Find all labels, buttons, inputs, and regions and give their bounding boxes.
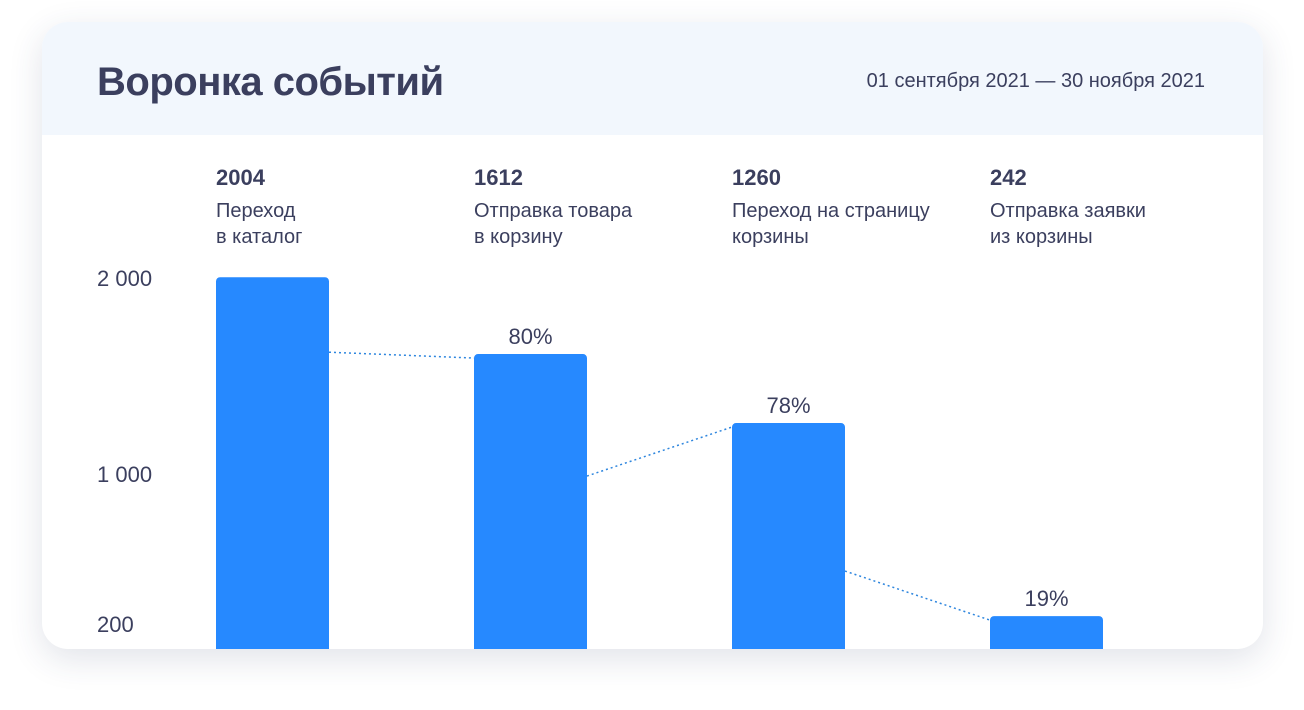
funnel-bar [474,354,587,649]
conversion-label: 19% [1024,586,1068,611]
card-header: Воронка событий 01 сентября 2021 — 30 но… [42,22,1263,135]
stage-name-label: корзины [732,226,809,248]
conversion-connector [844,570,991,621]
conversion-label: 80% [508,324,552,349]
funnel-bar [216,277,329,649]
stage-value-label: 1260 [732,165,781,190]
stage-value-label: 2004 [216,165,266,190]
conversion-label: 78% [766,393,810,418]
stage-name-label: Переход [216,200,296,222]
stage-name-label: Отправка товара [474,200,633,222]
stage-name-label: в каталог [216,226,302,248]
y-tick-label: 200 [97,612,134,637]
stage-value-label: 242 [990,165,1027,190]
page-title: Воронка событий [97,60,444,104]
conversion-connector [328,351,475,359]
date-range: 01 сентября 2021 — 30 ноября 2021 [866,70,1205,92]
stage-name-label: Переход на страницу [732,200,930,222]
stage-name-label: из корзины [990,226,1093,248]
funnel-bar [990,616,1103,649]
funnel-card: Воронка событий 01 сентября 2021 — 30 но… [42,22,1263,649]
y-tick-label: 1 000 [97,462,152,487]
stage-name-label: в корзину [474,226,563,248]
stage-name-label: Отправка заявки [990,200,1146,222]
funnel-chart: 2 000 1 000 200 80% 78% 19% 2004 Переход в катал… [97,165,1146,649]
stage-value-label: 1612 [474,165,523,190]
funnel-bar [732,423,845,649]
y-tick-label: 2 000 [97,266,152,291]
conversion-connector [586,426,733,477]
